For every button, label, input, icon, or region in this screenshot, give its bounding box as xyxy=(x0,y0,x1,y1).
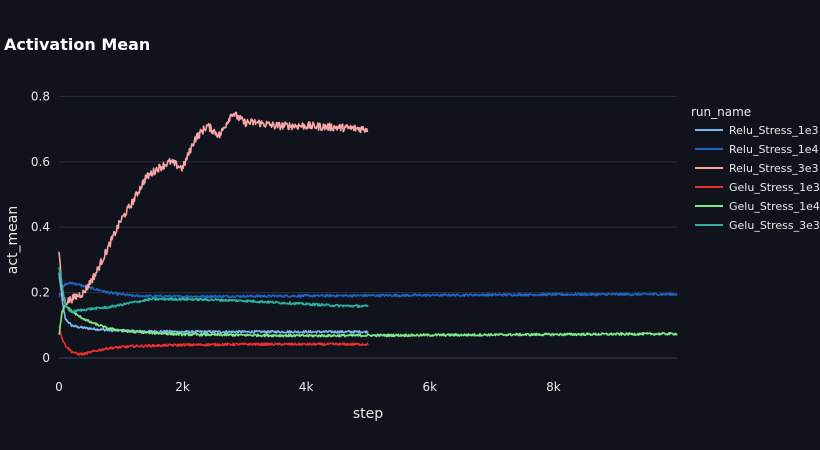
legend-title: run_name xyxy=(691,105,751,119)
series-line-Gelu_Stress_3e3 xyxy=(58,266,369,314)
series-line-Relu_Stress_3e3 xyxy=(58,111,369,306)
x-axis-ticks: 0 2k 4k 6k 8k xyxy=(55,380,561,394)
y-tick-label: 0.2 xyxy=(31,286,50,300)
gridlines xyxy=(59,95,677,359)
legend-item[interactable]: Gelu_Stress_1e3 xyxy=(695,181,820,194)
y-axis-title: act_mean xyxy=(5,206,21,274)
x-tick-label: 0 xyxy=(55,380,63,394)
legend-item[interactable]: Relu_Stress_1e4 xyxy=(695,143,819,156)
y-tick-label: 0.4 xyxy=(31,220,50,234)
series-line-Relu_Stress_1e4 xyxy=(58,281,678,299)
x-tick-label: 4k xyxy=(299,380,314,394)
legend-item[interactable]: Relu_Stress_3e3 xyxy=(695,162,819,175)
series-line-Gelu_Stress_1e4 xyxy=(58,304,678,338)
legend-label: Gelu_Stress_3e3 xyxy=(729,219,820,232)
x-tick-label: 8k xyxy=(546,380,561,394)
x-tick-label: 6k xyxy=(423,380,438,394)
chart-title: Activation Mean xyxy=(4,35,150,54)
legend-label: Relu_Stress_3e3 xyxy=(729,162,819,175)
y-tick-label: 0.8 xyxy=(31,89,50,103)
x-tick-label: 2k xyxy=(175,380,190,394)
legend-label: Relu_Stress_1e4 xyxy=(729,143,819,156)
plot-area xyxy=(58,111,678,356)
y-tick-label: 0.6 xyxy=(31,155,50,169)
legend-label: Relu_Stress_1e3 xyxy=(729,124,819,137)
legend-label: Gelu_Stress_1e3 xyxy=(729,181,820,194)
y-tick-label: 0 xyxy=(42,351,50,365)
y-axis-ticks: 0 0.2 0.4 0.6 0.8 xyxy=(31,89,50,365)
series-line-Gelu_Stress_1e3 xyxy=(58,325,369,356)
legend[interactable]: run_name Relu_Stress_1e3 Relu_Stress_1e4 R… xyxy=(691,105,820,232)
legend-item[interactable]: Gelu_Stress_3e3 xyxy=(695,219,820,232)
x-axis-title: step xyxy=(353,406,383,422)
legend-label: Gelu_Stress_1e4 xyxy=(729,200,820,213)
legend-item[interactable]: Relu_Stress_1e3 xyxy=(695,124,819,137)
legend-item[interactable]: Gelu_Stress_1e4 xyxy=(695,200,820,213)
